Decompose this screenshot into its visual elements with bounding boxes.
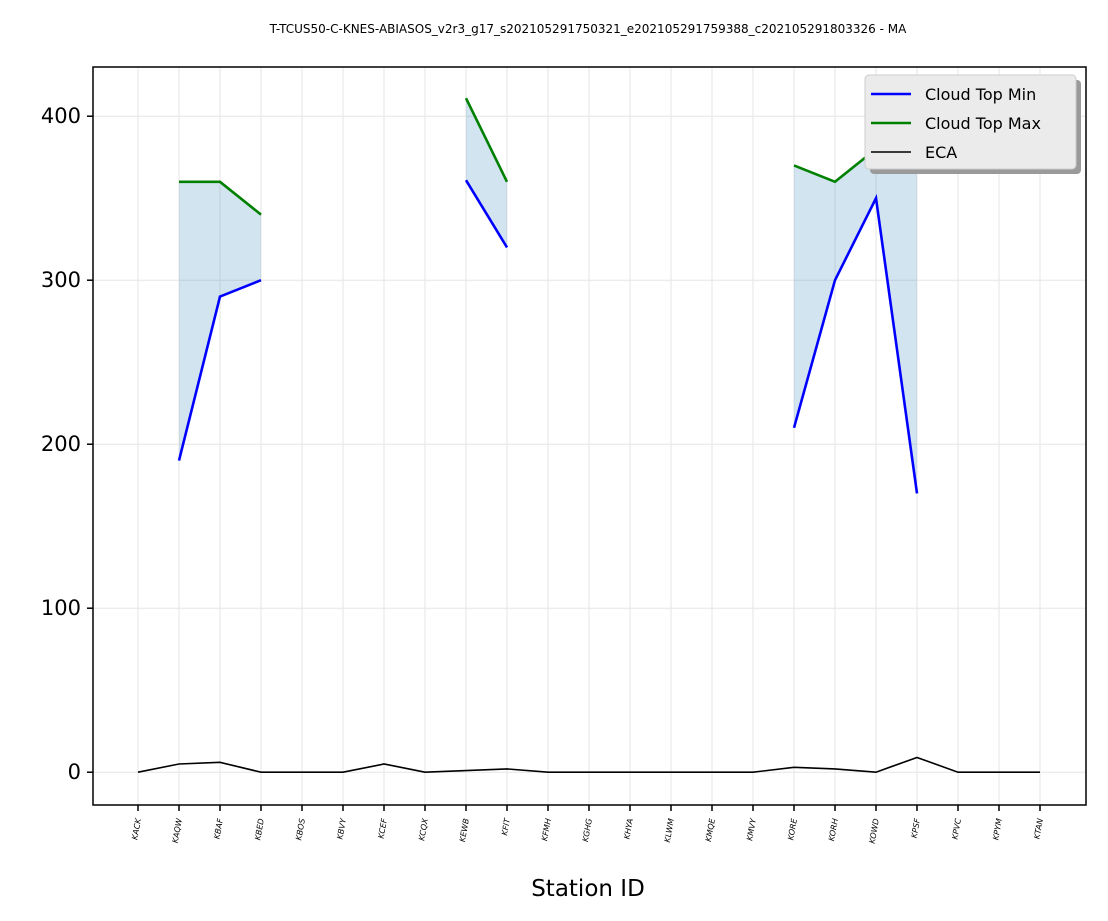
x-tick-label: KEWB bbox=[458, 818, 471, 843]
series-lines bbox=[137, 97, 1040, 774]
x-tick-label: KORE bbox=[786, 817, 799, 841]
series-line-eca bbox=[137, 756, 1040, 774]
legend-label-cloud-top-min: Cloud Top Min bbox=[925, 85, 1036, 104]
x-tick-label: KLWM bbox=[663, 818, 676, 843]
legend-box bbox=[864, 74, 1077, 170]
x-tick-label: KTAN bbox=[1032, 818, 1044, 840]
series-line-cloud-top-min bbox=[177, 179, 919, 494]
range-fill-area bbox=[179, 181, 261, 461]
x-tick-label: KGHG bbox=[581, 818, 594, 843]
x-tick-label: KCEF bbox=[377, 817, 389, 839]
y-tick-label: 400 bbox=[41, 104, 81, 128]
x-tick-label: KPVC bbox=[950, 817, 963, 840]
x-axis-label: Station ID bbox=[531, 876, 645, 902]
range-fill-area bbox=[794, 149, 917, 494]
x-tick-label: KMQE bbox=[704, 817, 717, 843]
x-tick-label: KBAF bbox=[212, 817, 225, 839]
y-tick-label: 200 bbox=[41, 432, 81, 456]
x-tick-label: KMVY bbox=[745, 817, 758, 842]
x-tick-label: KBED bbox=[253, 818, 266, 841]
x-tick-label: KORH bbox=[827, 818, 840, 842]
legend: Cloud Top Min Cloud Top Max ECA bbox=[864, 74, 1081, 174]
x-tick-label: KAQW bbox=[171, 817, 184, 844]
x-axis: KACK KAQW KBAF KBED KBOS KBVY KCEF KCQX KEWB KFIT… bbox=[130, 805, 1045, 844]
x-tick-label: KOWD bbox=[868, 818, 881, 845]
y-tick-label: 300 bbox=[41, 268, 81, 292]
chart-title: T-TCUS50-C-KNES-ABIASOS_v2r3_g17_s202105… bbox=[269, 22, 907, 36]
x-tick-label: KPSF bbox=[910, 817, 922, 838]
x-tick-label: KBVY bbox=[335, 817, 348, 840]
legend-label-cloud-top-max: Cloud Top Max bbox=[925, 114, 1041, 133]
x-tick-label: KHYA bbox=[622, 818, 635, 840]
y-tick-label: 0 bbox=[68, 760, 81, 784]
grid bbox=[93, 67, 1086, 805]
x-tick-label: KFMH bbox=[540, 818, 553, 842]
x-tick-label: KCQX bbox=[417, 817, 430, 841]
x-tick-label: KACK bbox=[130, 817, 143, 841]
legend-label-eca: ECA bbox=[925, 143, 957, 162]
y-axis: 0 100 200 300 400 bbox=[41, 104, 93, 784]
y-tick-label: 100 bbox=[41, 596, 81, 620]
min-max-range-fill bbox=[179, 98, 917, 494]
x-tick-label: KBOS bbox=[294, 818, 307, 841]
x-tick-label: KFIT bbox=[500, 817, 512, 836]
x-tick-label: KPYM bbox=[991, 818, 1004, 841]
range-fill-area bbox=[466, 98, 507, 248]
